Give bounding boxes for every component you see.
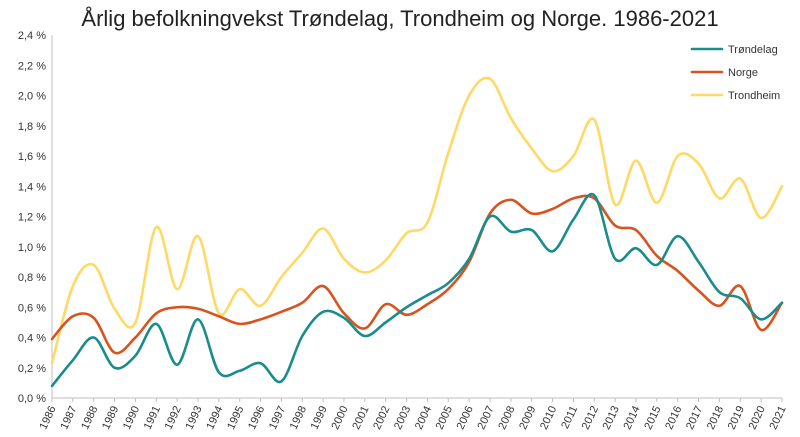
x-tick-label: 2015 bbox=[642, 404, 663, 431]
y-tick-label: 1,4 % bbox=[18, 181, 46, 193]
x-tick-label: 1997 bbox=[267, 404, 288, 431]
x-tick-label: 2021 bbox=[767, 404, 788, 431]
x-tick-label: 1990 bbox=[121, 404, 142, 431]
x-tick-label: 2008 bbox=[496, 404, 517, 431]
x-tick-label: 1998 bbox=[288, 404, 309, 431]
y-tick-label: 1,8 % bbox=[18, 121, 46, 133]
x-tick-label: 1993 bbox=[183, 404, 204, 431]
x-tick-label: 1995 bbox=[225, 404, 246, 431]
x-tick-label: 2009 bbox=[517, 404, 538, 431]
x-tick-label: 2000 bbox=[329, 404, 350, 431]
x-tick-label: 2004 bbox=[413, 404, 434, 431]
x-tick-label: 1994 bbox=[204, 404, 225, 431]
x-tick-label: 2007 bbox=[475, 404, 496, 431]
y-tick-label: 2,4 % bbox=[18, 30, 46, 42]
x-tick-label: 1992 bbox=[163, 404, 184, 431]
x-tick-label: 2005 bbox=[434, 404, 455, 431]
plot-area: 0,0 % 0,2 % 0,4 % 0,6 % 0,8 % 1,0 % 1,2 % 1,4 %… bbox=[18, 30, 789, 431]
legend-label-trondheim: Trondheim bbox=[728, 90, 780, 102]
series-line-trondelag bbox=[50, 192, 784, 388]
x-tick-label: 2019 bbox=[726, 404, 747, 431]
legend-label-norge: Norge bbox=[728, 67, 758, 79]
x-tick-label: 1986 bbox=[37, 404, 58, 431]
x-tick-label: 1988 bbox=[79, 404, 100, 431]
x-tick-label: 2014 bbox=[621, 404, 642, 431]
y-tick-label: 1,0 % bbox=[18, 242, 46, 254]
x-tick-label: 2012 bbox=[580, 404, 601, 431]
series-line-norge bbox=[50, 194, 784, 355]
y-tick-label: 0,4 % bbox=[18, 333, 46, 345]
x-tick-label: 1999 bbox=[309, 404, 330, 431]
x-tick-label: 1996 bbox=[246, 404, 267, 431]
legend-label-trondelag: Trøndelag bbox=[728, 44, 778, 56]
y-tick-label: 0,8 % bbox=[18, 272, 46, 284]
x-tick-label: 2006 bbox=[455, 404, 476, 431]
x-tick-label: 2001 bbox=[350, 404, 371, 431]
x-tick-label: 1987 bbox=[58, 404, 79, 431]
y-tick-label: 2,2 % bbox=[18, 60, 46, 72]
x-tick-label: 2020 bbox=[747, 404, 768, 431]
x-tick-label: 2003 bbox=[392, 404, 413, 431]
x-tick-label: 2002 bbox=[371, 404, 392, 431]
x-tick-label: 1989 bbox=[100, 404, 121, 431]
x-tick-label: 2016 bbox=[663, 404, 684, 431]
series-line-trondheim bbox=[50, 76, 784, 365]
y-tick-label: 1,6 % bbox=[18, 151, 46, 163]
y-tick-label: 0,2 % bbox=[18, 363, 46, 375]
x-tick-label: 2010 bbox=[538, 404, 559, 431]
x-tick-label: 2017 bbox=[684, 404, 705, 431]
x-tick-label: 2018 bbox=[705, 404, 726, 431]
x-tick-label: 1991 bbox=[142, 404, 163, 431]
y-tick-label: 0,6 % bbox=[18, 302, 46, 314]
y-tick-label: 2,0 % bbox=[18, 91, 46, 103]
x-tick-label: 2013 bbox=[601, 404, 622, 431]
chart-title: Årlig befolkningvekst Trøndelag, Trondhe… bbox=[81, 6, 719, 31]
y-tick-label: 0,0 % bbox=[18, 393, 46, 405]
y-tick-label: 1,2 % bbox=[18, 212, 46, 224]
x-tick-label: 2011 bbox=[559, 404, 580, 431]
